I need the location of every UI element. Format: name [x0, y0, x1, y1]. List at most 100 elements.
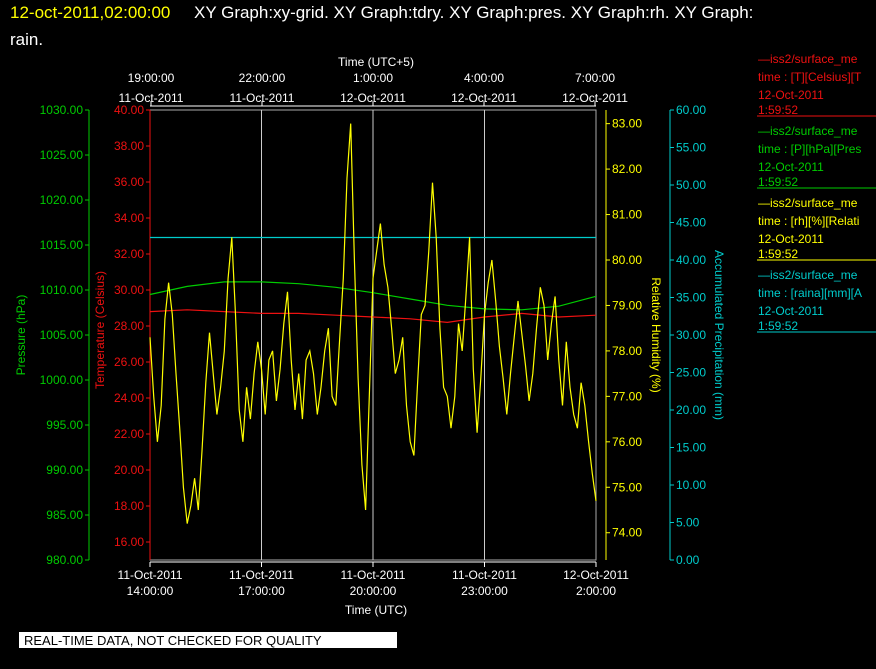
pressure-axis-ticks: 980.00 985.00 990.00 995.00 1000.00 1005.00 10… — [40, 103, 89, 567]
legend-date: 12-Oct-2011 — [758, 160, 824, 174]
top-tick-date: 12-Oct-2011 — [451, 91, 517, 105]
precip-tick-label: 5.00 — [676, 516, 700, 530]
precip-tick-label: 40.00 — [676, 253, 706, 267]
bottom-axis-ticks: 11-Oct-2011 14:00:00 11-Oct-2011 17:00:00 11… — [118, 562, 629, 598]
top-axis-ticks: 19:00:00 11-Oct-2011 22:00:00 11-Oct-2011 1:… — [119, 71, 628, 106]
temperature-tick-label: 20.00 — [114, 463, 144, 477]
precip-axis-ticks: 0.00 5.00 10.00 15.00 20.00 25.00 30.00 35.00 40… — [670, 103, 706, 567]
bottom-axis-title: Time (UTC) — [345, 603, 407, 617]
humidity-tick-label: 78.00 — [612, 344, 642, 358]
pressure-tick-label: 1025.00 — [40, 148, 84, 162]
precip-axis-label: Accumulated Precipitation (mm) — [712, 250, 726, 420]
bottom-tick-date: 11-Oct-2011 — [452, 568, 517, 582]
graph-title-line2: rain. — [10, 30, 43, 49]
humidity-tick-label: 76.00 — [612, 435, 642, 449]
precip-tick-label: 15.00 — [676, 441, 706, 455]
bottom-tick-time: 23:00:00 — [461, 584, 508, 598]
series-group — [149, 123, 597, 524]
bottom-tick-time: 20:00:00 — [350, 584, 397, 598]
legend-source: —iss2/surface_me — [758, 52, 858, 66]
temperature-tick-label: 36.00 — [114, 175, 144, 189]
legend-time: 1:59:52 — [758, 103, 798, 117]
precip-tick-label: 60.00 — [676, 103, 706, 117]
legend-source: —iss2/surface_me — [758, 124, 858, 138]
pressure-tick-label: 980.00 — [46, 553, 83, 567]
temperature-series-line — [149, 309, 597, 324]
top-tick-time: 22:00:00 — [239, 71, 286, 85]
pressure-tick-label: 1015.00 — [40, 238, 84, 252]
temperature-tick-label: 32.00 — [114, 247, 144, 261]
pressure-tick-label: 1030.00 — [40, 103, 84, 117]
graph-title-line1: XY Graph:xy-grid. XY Graph:tdry. XY Grap… — [194, 3, 753, 22]
pressure-tick-label: 1020.00 — [40, 193, 84, 207]
legend-variable: time : [P][hPa][Pres — [758, 142, 861, 156]
legend-time: 1:59:52 — [758, 175, 798, 189]
precip-tick-label: 30.00 — [676, 328, 706, 342]
temperature-axis-label: Temperature (Celsius) — [93, 271, 107, 389]
bottom-tick-date: 11-Oct-2011 — [118, 568, 183, 582]
pressure-tick-label: 995.00 — [46, 418, 83, 432]
top-tick-time: 19:00:00 — [128, 71, 175, 85]
temperature-tick-label: 26.00 — [114, 355, 144, 369]
bottom-tick-date: 11-Oct-2011 — [229, 568, 294, 582]
humidity-axis-ticks: 74.00 75.00 76.00 77.00 78.00 79.00 80.00 81.00… — [606, 117, 642, 540]
precip-tick-label: 0.00 — [676, 553, 700, 567]
pressure-tick-label: 1005.00 — [40, 328, 84, 342]
timestamp: 12-oct-2011,02:00:00 — [10, 3, 170, 22]
legend-date: 12-Oct-2011 — [758, 304, 824, 318]
temperature-tick-label: 38.00 — [114, 139, 144, 153]
humidity-axis-label: Relative Humidity (%) — [649, 277, 663, 392]
precip-tick-label: 35.00 — [676, 291, 706, 305]
temperature-tick-label: 40.00 — [114, 103, 144, 117]
humidity-tick-label: 79.00 — [612, 298, 642, 312]
temperature-tick-label: 30.00 — [114, 283, 144, 297]
top-tick-date: 12-Oct-2011 — [340, 91, 406, 105]
pressure-tick-label: 1000.00 — [40, 373, 84, 387]
legend-variable: time : [T][Celsius][T — [758, 70, 862, 84]
pressure-tick-label: 985.00 — [46, 508, 83, 522]
humidity-tick-label: 74.00 — [612, 526, 642, 540]
humidity-series-line — [149, 123, 597, 524]
legend-time: 1:59:52 — [758, 247, 798, 261]
top-tick-date: 11-Oct-2011 — [119, 91, 184, 105]
temperature-tick-label: 34.00 — [114, 211, 144, 225]
precip-tick-label: 10.00 — [676, 478, 706, 492]
temperature-tick-label: 28.00 — [114, 319, 144, 333]
legend-source: —iss2/surface_me — [758, 196, 858, 210]
top-tick-time: 1:00:00 — [353, 71, 393, 85]
pressure-tick-label: 990.00 — [46, 463, 83, 477]
humidity-tick-label: 77.00 — [612, 389, 642, 403]
quality-notice: REAL-TIME DATA, NOT CHECKED FOR QUALITY — [24, 633, 322, 648]
bottom-tick-time: 2:00:00 — [576, 584, 616, 598]
gridlines — [261, 110, 485, 560]
temperature-tick-label: 24.00 — [114, 391, 144, 405]
quality-notice-box — [19, 632, 397, 648]
legend-time: 1:59:52 — [758, 319, 798, 333]
temperature-tick-label: 18.00 — [114, 499, 144, 513]
temperature-tick-label: 22.00 — [114, 427, 144, 441]
legend-date: 12-Oct-2011 — [758, 232, 824, 246]
bottom-tick-time: 17:00:00 — [238, 584, 285, 598]
precip-tick-label: 45.00 — [676, 216, 706, 230]
precip-tick-label: 25.00 — [676, 366, 706, 380]
humidity-tick-label: 75.00 — [612, 480, 642, 494]
top-axis-title: Time (UTC+5) — [338, 55, 414, 69]
precip-tick-label: 20.00 — [676, 403, 706, 417]
pressure-tick-label: 1010.00 — [40, 283, 84, 297]
legend-source: —iss2/surface_me — [758, 268, 858, 282]
humidity-tick-label: 80.00 — [612, 253, 642, 267]
top-tick-date: 12-Oct-2011 — [562, 91, 628, 105]
humidity-tick-label: 81.00 — [612, 208, 642, 222]
temperature-tick-label: 16.00 — [114, 535, 144, 549]
bottom-tick-time: 14:00:00 — [127, 584, 174, 598]
pressure-axis-label: Pressure (hPa) — [14, 295, 28, 376]
legend-variable: time : [rh][%][Relati — [758, 214, 859, 228]
legend-date: 12-Oct-2011 — [758, 88, 824, 102]
top-tick-date: 11-Oct-2011 — [230, 91, 295, 105]
humidity-tick-label: 83.00 — [612, 117, 642, 131]
precip-tick-label: 50.00 — [676, 178, 706, 192]
top-tick-time: 4:00:00 — [464, 71, 504, 85]
top-tick-time: 7:00:00 — [575, 71, 615, 85]
